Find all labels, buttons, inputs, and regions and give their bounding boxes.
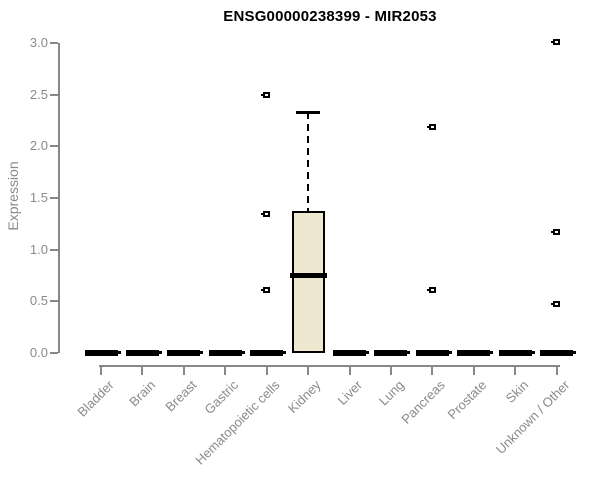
outlier-point-unknown-other xyxy=(551,38,561,45)
y-tick-label: 2.5 xyxy=(29,86,48,102)
x-tick xyxy=(389,367,392,375)
boxplot-prostate xyxy=(457,350,494,356)
x-axis-label-hematopoietic-cells: Hematopoietic cells xyxy=(192,377,283,468)
y-tick xyxy=(50,300,58,303)
x-axis-label-unknown-other: Unknown / Other xyxy=(492,377,573,457)
boxplot-pancreas xyxy=(415,350,452,356)
y-tick xyxy=(50,145,58,148)
x-tick xyxy=(514,367,517,375)
y-tick-label: 0.5 xyxy=(29,293,48,309)
y-tick xyxy=(50,93,58,96)
x-tick xyxy=(307,367,310,375)
boxplot-breast xyxy=(167,350,204,356)
x-axis-label-bladder: Bladder xyxy=(74,377,117,420)
boxplot-brain xyxy=(125,350,162,356)
whisker-cap-kidney xyxy=(296,111,321,115)
x-axis-label-prostate: Prostate xyxy=(444,377,490,423)
y-tick xyxy=(50,248,58,251)
outlier-point-hematopoietic-cells xyxy=(261,286,271,293)
outlier-point-pancreas xyxy=(426,123,436,130)
outlier-point-hematopoietic-cells xyxy=(261,91,271,98)
outlier-point-pancreas xyxy=(426,286,436,293)
x-tick xyxy=(100,367,102,375)
box-kidney xyxy=(291,211,325,353)
y-tick-label: 1.0 xyxy=(29,241,48,257)
chart-title: ENSG00000238399 - MIR2053 xyxy=(223,8,437,25)
y-tick-label: 1.5 xyxy=(29,189,48,205)
y-tick xyxy=(50,196,58,199)
y-tick-label: 3.0 xyxy=(29,34,48,50)
outlier-point-hematopoietic-cells xyxy=(261,211,271,218)
whisker-line-kidney xyxy=(307,112,310,212)
median-line-kidney xyxy=(289,273,327,279)
x-axis-line xyxy=(99,365,560,367)
y-tick-label: 2.0 xyxy=(29,138,48,154)
x-tick xyxy=(265,367,268,375)
y-axis-line xyxy=(58,42,60,353)
boxplot-hematopoietic-cells xyxy=(250,350,287,356)
y-tick xyxy=(50,352,58,354)
x-axis-label-breast: Breast xyxy=(162,377,200,415)
x-axis-label-brain: Brain xyxy=(126,377,159,410)
x-tick xyxy=(348,367,351,375)
boxplot-unknown-other xyxy=(540,350,577,356)
boxplot-lung xyxy=(374,350,411,356)
x-tick xyxy=(472,367,475,375)
boxplot-skin xyxy=(498,350,535,356)
x-tick xyxy=(431,367,434,375)
x-axis-label-pancreas: Pancreas xyxy=(398,377,449,427)
boxplot-gastric xyxy=(208,350,245,356)
x-tick xyxy=(224,367,227,375)
boxplot-bladder xyxy=(84,350,121,356)
x-tick xyxy=(555,367,558,375)
x-axis-label-lung: Lung xyxy=(375,377,407,409)
x-axis-label-skin: Skin xyxy=(502,377,532,406)
x-axis-label-kidney: Kidney xyxy=(285,377,325,417)
x-tick xyxy=(141,367,144,375)
y-tick-label: 0.0 xyxy=(29,345,48,360)
x-axis-label-liver: Liver xyxy=(334,377,366,408)
outlier-point-unknown-other xyxy=(551,301,561,308)
y-tick xyxy=(50,41,58,44)
x-axis-label-gastric: Gastric xyxy=(201,377,242,418)
x-tick xyxy=(182,367,185,375)
outlier-point-unknown-other xyxy=(551,229,561,236)
boxplot-liver xyxy=(333,350,370,356)
